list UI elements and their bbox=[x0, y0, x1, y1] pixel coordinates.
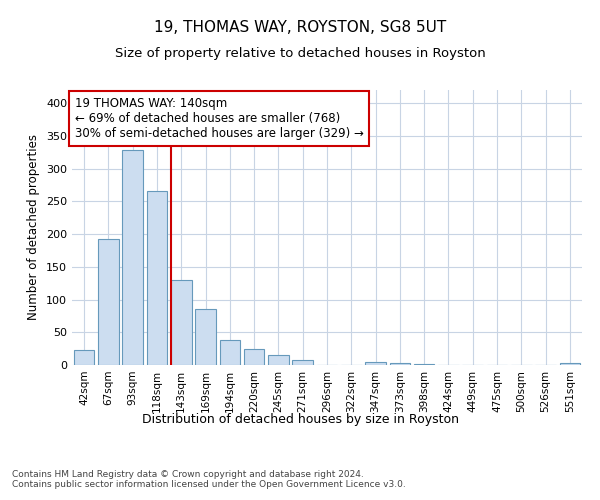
Bar bbox=[98, 238, 119, 365]
Bar bbox=[220, 340, 240, 365]
Bar bbox=[171, 280, 191, 365]
Text: Distribution of detached houses by size in Royston: Distribution of detached houses by size … bbox=[142, 412, 458, 426]
Text: Contains HM Land Registry data © Crown copyright and database right 2024.
Contai: Contains HM Land Registry data © Crown c… bbox=[12, 470, 406, 490]
Text: 19 THOMAS WAY: 140sqm
← 69% of detached houses are smaller (768)
30% of semi-det: 19 THOMAS WAY: 140sqm ← 69% of detached … bbox=[74, 97, 364, 140]
Bar bbox=[389, 363, 410, 365]
Y-axis label: Number of detached properties: Number of detached properties bbox=[28, 134, 40, 320]
Bar bbox=[146, 192, 167, 365]
Text: 19, THOMAS WAY, ROYSTON, SG8 5UT: 19, THOMAS WAY, ROYSTON, SG8 5UT bbox=[154, 20, 446, 35]
Bar bbox=[414, 364, 434, 365]
Bar bbox=[365, 362, 386, 365]
Bar bbox=[244, 348, 265, 365]
Bar bbox=[292, 360, 313, 365]
Bar bbox=[268, 354, 289, 365]
Bar bbox=[560, 363, 580, 365]
Bar bbox=[195, 310, 216, 365]
Text: Size of property relative to detached houses in Royston: Size of property relative to detached ho… bbox=[115, 48, 485, 60]
Bar bbox=[122, 150, 143, 365]
Bar bbox=[74, 350, 94, 365]
